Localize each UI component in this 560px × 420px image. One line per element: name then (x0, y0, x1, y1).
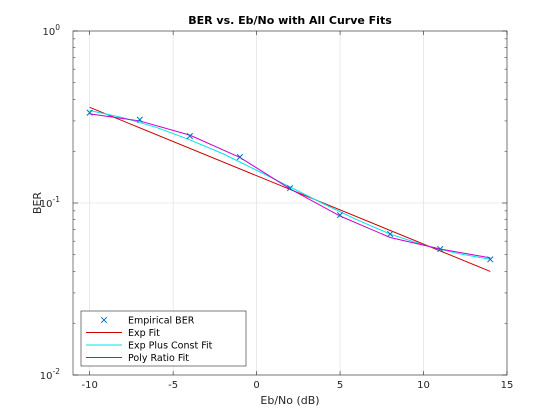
data-point (487, 256, 494, 263)
legend-entry: Poly Ratio Fit (128, 353, 189, 364)
x-axis-label: Eb/No (dB) (260, 394, 319, 407)
legend-entry: Exp Fit (128, 328, 160, 339)
x-tick-label: 10 (417, 380, 430, 391)
data-point (136, 116, 143, 123)
series-line-1 (89, 106, 491, 272)
data-point (387, 230, 394, 238)
data-point (286, 184, 294, 192)
marker-stroke (437, 245, 444, 253)
series-group (86, 106, 494, 272)
y-tick-base: 10 (42, 27, 55, 38)
y-tick-exponent: 0 (55, 23, 60, 32)
marker-stroke (186, 132, 193, 140)
legend-entry: Empirical BER (128, 316, 195, 327)
marker-stroke (86, 109, 93, 116)
y-axis-label: BER (31, 192, 44, 214)
data-point (336, 211, 344, 219)
legend-entry: Exp Plus Const Fit (128, 341, 213, 352)
y-tick-label: 10-2 (40, 367, 60, 382)
y-tick-base: 10 (40, 371, 53, 382)
marker-stroke (136, 116, 143, 123)
x-tick-label: -5 (168, 380, 178, 391)
x-tick-label: 15 (501, 380, 514, 391)
legend-marker (100, 316, 108, 324)
data-point (236, 153, 244, 161)
y-tick-label: 100 (42, 23, 60, 38)
marker-stroke (487, 256, 494, 263)
marker-stroke (236, 153, 244, 161)
marker-stroke (336, 211, 344, 219)
data-point (86, 109, 93, 116)
data-point (186, 132, 193, 140)
marker-stroke (387, 230, 394, 238)
y-tick-exponent: -2 (53, 367, 61, 376)
chart-title: BER vs. Eb/No with All Curve Fits (188, 14, 392, 27)
y-tick-exponent: -1 (53, 195, 61, 204)
x-tick-label: -10 (82, 380, 98, 391)
x-tick-label: 5 (337, 380, 343, 391)
marker-stroke (286, 184, 294, 192)
data-point (437, 245, 444, 253)
legend-box (80, 310, 247, 367)
y-tick-base: 10 (40, 199, 53, 210)
x-tick-label: 0 (253, 380, 259, 391)
y-tick-label: 10-1 (40, 195, 60, 210)
